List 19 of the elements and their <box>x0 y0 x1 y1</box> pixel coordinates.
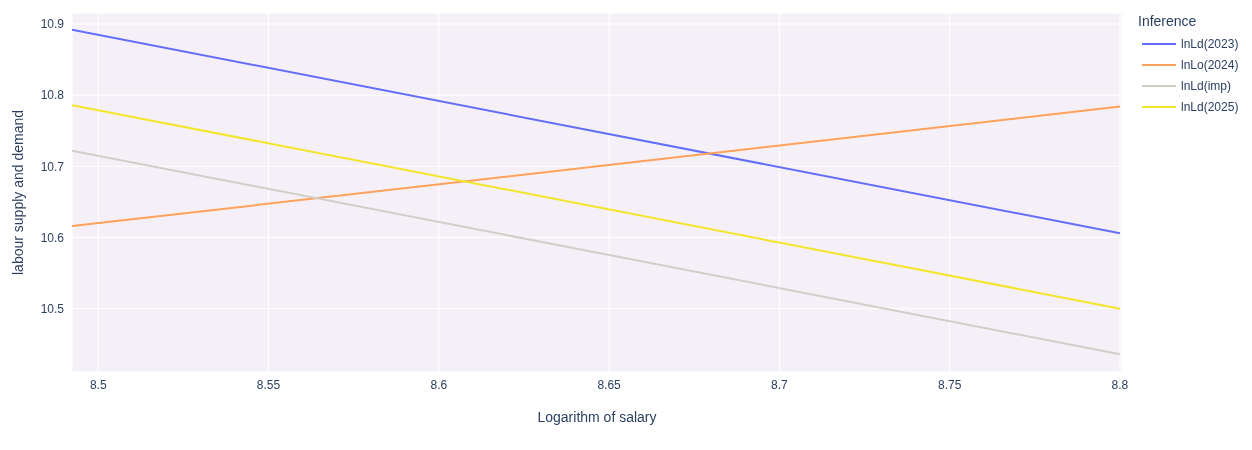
legend-label: lnLd(imp) <box>1181 78 1232 93</box>
legend-label: lnLd(2023) <box>1181 36 1239 51</box>
x-axis-title: Logarithm of salary <box>537 409 657 425</box>
x-tick-label: 8.65 <box>597 377 622 392</box>
legend-label: lnLd(2025) <box>1181 99 1239 114</box>
y-tick-label: 10.7 <box>40 159 65 174</box>
x-tick-label: 8.75 <box>937 377 962 392</box>
x-tick-label: 8.8 <box>1111 377 1129 392</box>
x-tick-label: 8.7 <box>771 377 789 392</box>
y-axis-title: labour supply and demand <box>9 109 26 276</box>
x-tick-label: 8.6 <box>430 377 448 392</box>
x-tick-label: 8.5 <box>89 377 107 392</box>
y-tick-label: 10.6 <box>40 230 65 245</box>
y-tick-label: 10.8 <box>40 88 65 103</box>
legend-title: Inference <box>1138 13 1198 29</box>
y-tick-label: 10.5 <box>40 301 65 316</box>
x-tick-label: 8.55 <box>256 377 281 392</box>
legend-label: lnLo(2024) <box>1181 57 1239 72</box>
y-tick-label: 10.9 <box>40 17 65 32</box>
